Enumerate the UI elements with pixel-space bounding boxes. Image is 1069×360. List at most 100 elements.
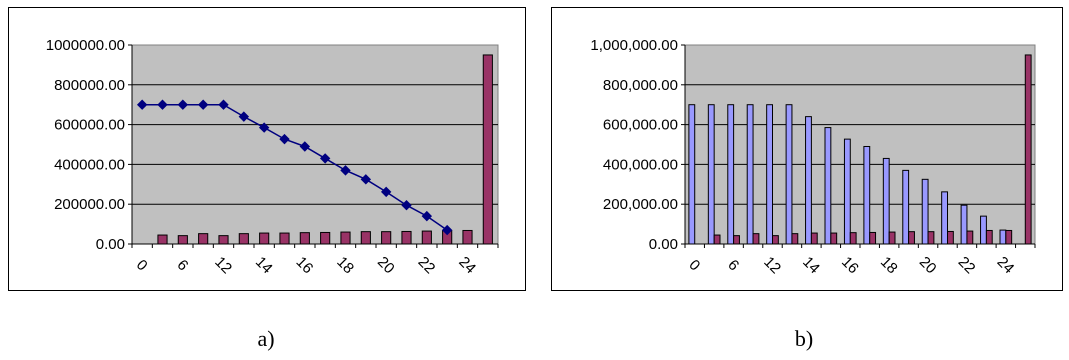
chart-b-bar-series2 — [830, 232, 838, 245]
chart-a-bar — [401, 230, 412, 245]
chart-b-y-tick-label: 1,000,000.00 — [590, 37, 678, 54]
chart-b-x-tick-label: 14 — [799, 253, 823, 277]
chart-a-point — [340, 165, 351, 176]
chart-a-point — [380, 186, 392, 198]
chart-a-x-tick-label: 18 — [333, 253, 357, 277]
chart-a-point — [157, 99, 168, 110]
chart-b-x-tick-label: 12 — [760, 253, 784, 277]
chart-b-bar-series2 — [849, 232, 857, 245]
chart-b-caption: b) — [794, 326, 814, 351]
chart-a-caption: a) — [257, 326, 275, 351]
chart-b-bar-series2 — [927, 231, 935, 245]
chart-b-bar-series1 — [960, 204, 968, 245]
chart-a-y-tick-label: 1000000.00 — [46, 37, 125, 54]
chart-b-bar-series2 — [772, 235, 779, 245]
chart-b-bar-series2 — [733, 235, 740, 245]
chart-b-x-tick-label: 6 — [724, 256, 742, 274]
chart-a-point — [299, 141, 311, 152]
chart-b-bar-series1 — [941, 191, 948, 245]
chart-a-point — [177, 99, 189, 110]
chart-a-series-line — [142, 103, 448, 231]
chart-a-y-tick-label: 600000.00 — [54, 117, 125, 134]
chart-a-x-tick-label: 16 — [293, 253, 317, 277]
chart-b-y-tick-label: 0.00 — [649, 236, 678, 253]
chart-a: 0.00 200000.00 400000.00 600000.00 800000.00… — [46, 37, 499, 277]
chart-b-bar-series2 — [947, 230, 954, 245]
chart-b-x-tick-label: 18 — [877, 253, 901, 277]
chart-b-bar-series2 — [966, 230, 974, 245]
chart-b-bar-series1 — [902, 169, 910, 245]
chart-b-x-tick-label: 0 — [685, 256, 703, 274]
chart-a-y-tick-label: 200000.00 — [54, 196, 125, 213]
chart-b-bar-series1 — [688, 104, 696, 245]
chart-b-x-tick-label: 16 — [838, 253, 862, 277]
chart-a-point — [441, 224, 453, 236]
chart-a-bar — [259, 232, 270, 245]
chart-a-y-tick-label: 0.00 — [96, 236, 125, 253]
chart-a-x-tick-label: 14 — [252, 253, 276, 277]
chart-a-y-tick-label: 800000.00 — [54, 77, 125, 94]
chart-b-bar-series2 — [908, 231, 915, 245]
chart-b-bar-series2 — [1005, 229, 1013, 245]
chart-a-bar — [238, 233, 249, 245]
chart-a-bar — [360, 231, 371, 245]
chart-b-bar-series1 — [980, 215, 987, 245]
chart-b-y-tick-label: 600,000.00 — [603, 117, 678, 134]
chart-a-point — [279, 133, 290, 145]
chart-a-bar — [198, 233, 209, 245]
chart-a-bar — [279, 232, 290, 245]
chart-a-bar — [218, 235, 229, 245]
chart-a-plot-area — [131, 44, 499, 245]
chart-b-y-tick-label: 400,000.00 — [603, 156, 678, 173]
chart-b-bar-series1 — [727, 104, 735, 245]
chart-a-bar — [482, 54, 493, 245]
chart-b-bar-series1 — [766, 104, 774, 245]
chart-b-bar-series2 — [810, 232, 818, 245]
chart-b-bar-series1 — [707, 104, 715, 245]
chart-a-bar — [462, 229, 473, 245]
chart-a-point — [136, 99, 148, 110]
chart-b-bar-series2 — [985, 229, 993, 245]
chart-a-x-tick-label: 0 — [133, 256, 151, 274]
chart-a-x-tick-label: 22 — [415, 253, 439, 277]
chart-b-bar-series1 — [824, 127, 832, 245]
chart-a-bar — [299, 232, 310, 245]
chart-a-x-tick-label: 24 — [455, 253, 479, 277]
chart-a-point — [218, 99, 229, 110]
chart-a-bar — [320, 231, 331, 245]
chart-a-point — [401, 199, 412, 211]
chart-a-bar — [340, 231, 351, 245]
chart-b-bar-series2 — [1024, 54, 1032, 245]
chart-a-point — [421, 210, 433, 222]
chart-b-x-tick-label: 24 — [994, 253, 1018, 277]
chart-b-bar-series1 — [746, 104, 754, 245]
chart-b-bar-series2 — [791, 233, 799, 245]
chart-a-point — [238, 111, 250, 122]
chart-a-point — [360, 174, 372, 185]
chart-b: 0.00 200,000.00 400,000.00 600,000.00 800,00… — [590, 37, 1036, 277]
chart-b-y-tick-label: 800,000.00 — [603, 77, 678, 94]
chart-a-bar — [381, 231, 392, 245]
chart-a-x-tick-label: 12 — [211, 253, 235, 277]
chart-a-x-tick-label: 6 — [174, 256, 192, 274]
chart-a-point — [197, 99, 209, 110]
chart-a-y-tick-label: 400000.00 — [54, 156, 125, 173]
chart-b-y-tick-label: 200,000.00 — [603, 196, 678, 213]
chart-a-x-tick-label: 20 — [374, 253, 398, 277]
chart-a-point — [258, 122, 270, 133]
chart-b-bar-series1 — [882, 157, 890, 245]
chart-b-bar-series2 — [713, 234, 721, 245]
chart-a-bar — [157, 234, 168, 245]
chart-b-bar-series2 — [752, 233, 760, 245]
chart-b-bar-series1 — [863, 145, 871, 245]
chart-b-x-tick-label: 20 — [916, 253, 940, 277]
chart-b-bar-series1 — [999, 229, 1007, 245]
chart-b-x-tick-label: 22 — [955, 253, 979, 277]
chart-b-bar-series1 — [843, 138, 851, 245]
chart-a-bar — [177, 235, 188, 245]
chart-b-bar-series2 — [888, 231, 896, 245]
chart-b-bar-series1 — [921, 178, 929, 245]
chart-b-bar-series1 — [785, 104, 793, 245]
chart-a-bar — [421, 230, 432, 245]
chart-b-bar-series1 — [805, 116, 812, 245]
